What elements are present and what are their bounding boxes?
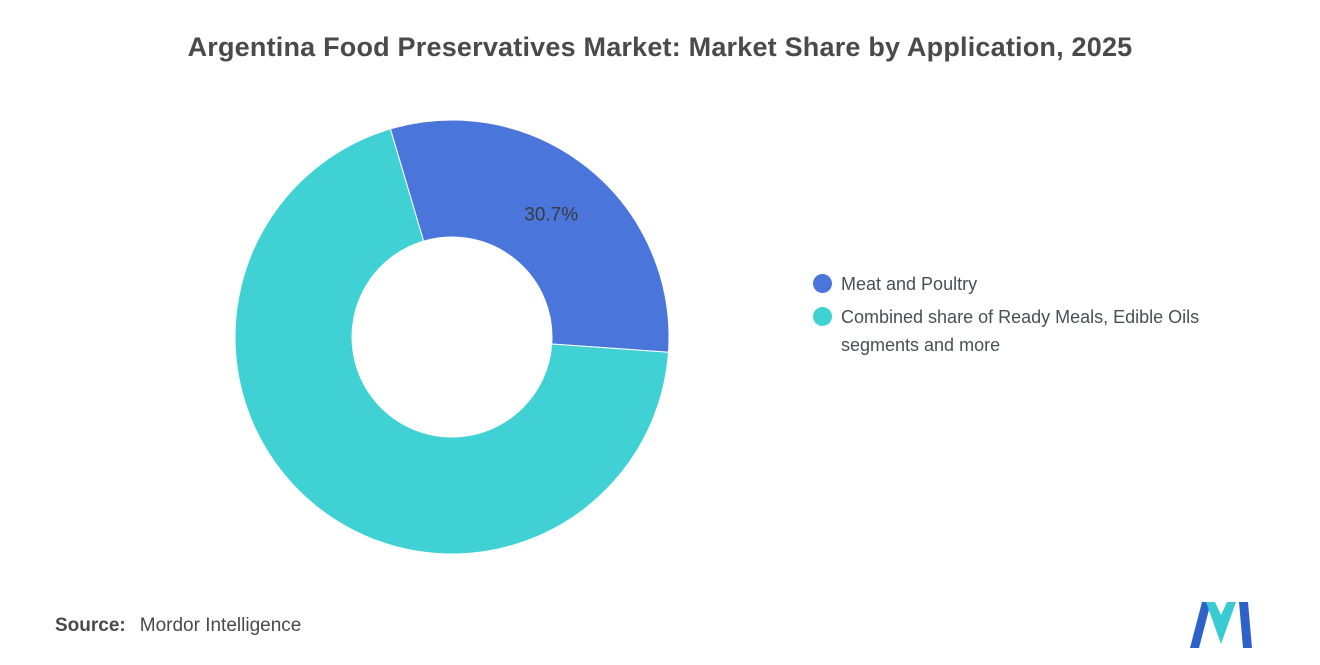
donut-slice-0[interactable] (389, 119, 670, 353)
source-label: Source: (55, 615, 126, 636)
slice-data-label: 30.7% (524, 204, 578, 225)
logo-middle-chevron (1206, 602, 1236, 644)
donut-chart: 30.7% (234, 119, 670, 555)
chart-title: Argentina Food Preservatives Market: Mar… (187, 32, 1133, 62)
legend-label-combined-share: Combined share of Ready Meals, Edible Oi… (841, 307, 1200, 355)
logo-right-stroke (1239, 602, 1252, 648)
legend-marker-meat-and-poultry[interactable] (813, 274, 832, 293)
source-value: Mordor Intelligence (139, 615, 302, 636)
legend: Meat and Poultry Combined share of Ready… (813, 270, 1253, 359)
legend-marker-combined-share[interactable] (813, 307, 832, 326)
legend-label-meat-and-poultry: Meat and Poultry (841, 274, 978, 294)
logo-left-stroke (1190, 602, 1211, 648)
donut-slice-1[interactable] (234, 128, 670, 555)
legend-item-combined-share[interactable]: Combined share of Ready Meals, Edible Oi… (813, 303, 1253, 359)
mordor-intelligence-logo (1190, 602, 1252, 648)
source-line: Source: Mordor Intelligence (55, 615, 301, 637)
donut-chart-area: 30.7% (222, 107, 682, 567)
legend-item-meat-and-poultry[interactable]: Meat and Poultry (813, 270, 1253, 298)
